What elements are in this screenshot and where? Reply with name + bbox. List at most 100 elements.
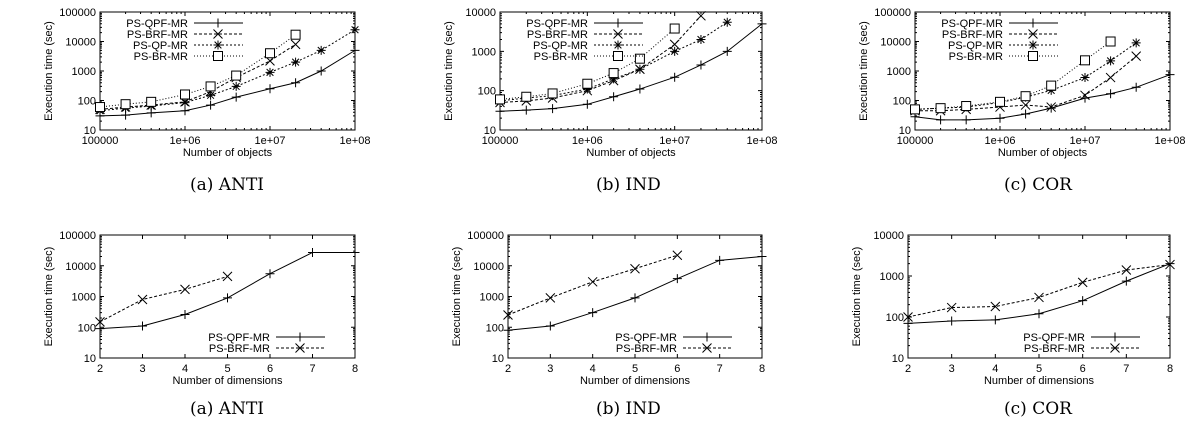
data-point <box>1121 265 1132 275</box>
subfigure-caption: (a) ANTI <box>190 399 264 419</box>
data-point <box>1121 276 1131 286</box>
data-point <box>495 94 505 105</box>
legend-label: PS-QPF-MR <box>126 18 188 30</box>
series-ps-qpf-mr <box>503 251 767 335</box>
legend-item-ps-qpf-mr: PS-QPF-MR <box>126 18 243 30</box>
data-point <box>635 84 645 94</box>
y-axis-label: Execution time (sec) <box>858 21 870 121</box>
y-tick-label: 10000 <box>65 261 96 273</box>
legend-marker <box>213 40 223 50</box>
x-tick-label: 7 <box>309 363 315 375</box>
data-point <box>903 318 913 328</box>
x-tick-label: 2 <box>505 363 511 375</box>
data-point <box>947 316 957 326</box>
y-tick-label: 1000 <box>880 271 904 283</box>
x-tick-label: 5 <box>224 363 230 375</box>
data-point <box>1165 70 1175 80</box>
legend-item-ps-br-mr: PS-BR-MR <box>134 51 243 63</box>
subfigure-caption: (b) IND <box>596 175 661 195</box>
x-tick-label: 7 <box>717 363 723 375</box>
series-line <box>507 254 678 316</box>
legend-label: PS-BR-MR <box>534 51 588 63</box>
legend-label: PS-BRF-MR <box>527 29 588 41</box>
series-line <box>99 275 228 323</box>
legend-marker <box>1028 18 1038 28</box>
data-point <box>757 251 767 261</box>
data-point <box>291 78 301 88</box>
y-tick-label: 100000 <box>59 7 96 19</box>
y-axis-label: Execution time (sec) <box>43 247 55 347</box>
data-point <box>503 325 513 335</box>
y-tick-label: 100000 <box>59 230 96 242</box>
x-tick-label: 100000 <box>482 135 519 147</box>
series-line <box>914 74 1171 121</box>
y-axis-label: Execution time (sec) <box>443 21 455 121</box>
legend-marker <box>702 332 712 342</box>
data-point <box>503 310 513 320</box>
x-tick-label: 2 <box>97 363 103 375</box>
data-point <box>670 46 680 56</box>
subfigure-caption: (c) COR <box>1004 399 1073 419</box>
y-tick-label: 10000 <box>473 261 504 273</box>
legend-marker <box>702 343 712 353</box>
data-point <box>231 92 241 102</box>
plot-frame <box>499 11 763 131</box>
legend-item-ps-qpf-mr: PS-QPF-MR <box>1023 332 1140 344</box>
data-point <box>95 316 105 327</box>
legend-item-ps-br-mr: PS-BR-MR <box>534 51 643 63</box>
legend-label: PS-BRF-MR <box>942 29 1003 41</box>
y-tick-label: 100 <box>478 86 496 98</box>
data-point <box>696 60 706 70</box>
data-point <box>990 315 1000 325</box>
data-point <box>316 66 326 76</box>
y-tick-label: 1000 <box>887 66 911 78</box>
data-point <box>722 17 732 27</box>
y-tick-label: 100 <box>486 322 504 334</box>
data-point <box>1080 90 1090 101</box>
data-point <box>180 309 190 319</box>
data-point <box>1131 38 1141 48</box>
x-tick-label: 1e+07 <box>255 135 286 147</box>
x-tick-label: 100000 <box>897 135 934 147</box>
data-point <box>1078 296 1088 306</box>
y-tick-label: 10000 <box>65 37 96 49</box>
data-point <box>995 113 1005 123</box>
legend-label: PS-BR-MR <box>949 51 1003 63</box>
y-tick-label: 100000 <box>874 7 911 19</box>
series-ps-qp-mr <box>910 38 1141 114</box>
legend-marker <box>613 29 623 39</box>
legend-marker <box>213 18 223 28</box>
data-point <box>588 308 598 318</box>
data-point <box>1106 56 1116 66</box>
data-point <box>1165 259 1175 269</box>
x-tick-label: 8 <box>759 363 765 375</box>
legend-label: PS-BRF-MR <box>616 343 677 355</box>
x-tick-label: 5 <box>1036 363 1042 375</box>
data-point <box>205 81 216 92</box>
data-point <box>548 104 558 114</box>
x-tick-label: 5 <box>632 363 638 375</box>
x-axis-label: Number of dimensions <box>172 375 283 387</box>
x-tick-label: 3 <box>139 363 145 375</box>
series-line <box>99 34 296 108</box>
legend-item-ps-qpf-mr: PS-QPF-MR <box>615 332 732 344</box>
series-ps-qpf-mr <box>95 45 360 121</box>
series-ps-br-mr <box>910 36 1116 115</box>
x-tick-label: 1e+06 <box>572 135 603 147</box>
legend-item-ps-qp-mr: PS-QP-MR <box>533 40 643 52</box>
data-point <box>291 57 301 67</box>
data-point <box>1080 55 1090 66</box>
chart-4: 2 3 4 5 6 7 8 10 100 1000 10000 100000 Number of dim… <box>43 230 360 419</box>
data-point <box>1021 109 1031 119</box>
data-point <box>961 115 971 125</box>
y-tick-label: 1000 <box>72 292 96 304</box>
data-point <box>1105 36 1116 47</box>
y-tick-label: 1000 <box>480 292 504 304</box>
chart-3: 100000 1e+06 1e+07 1e+08 10 100 1000 10000 10000… <box>858 7 1185 195</box>
legend-label: PS-QP-MR <box>133 40 188 52</box>
data-point <box>1046 103 1056 113</box>
data-point <box>608 68 619 79</box>
data-point <box>961 101 972 112</box>
